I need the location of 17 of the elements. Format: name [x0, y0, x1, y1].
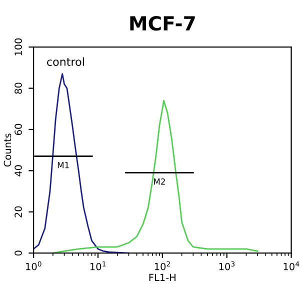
annotation: control: [47, 57, 84, 66]
x-tick-label: 10$^{1}$: [90, 261, 106, 270]
x-tick-label: 10$^{2}$: [154, 261, 170, 270]
y-tick-label: 80: [14, 82, 22, 94]
y-tick-label: 60: [14, 124, 22, 135]
x-axis-title: FL1-H: [149, 274, 176, 281]
y-tick-label: 0: [14, 250, 22, 256]
annotation: M1: [58, 162, 69, 168]
chart-title: MCF-7: [130, 16, 195, 31]
x-tick-label: 10$^{0}$: [26, 261, 42, 270]
y-tick-label: 100: [14, 38, 22, 56]
y-tick-label: 40: [14, 165, 22, 176]
x-tick-label: 10$^{4}$: [284, 261, 300, 270]
annotation: M2: [154, 178, 165, 185]
y-axis-title: Counts: [4, 134, 12, 166]
y-tick-label: 20: [14, 206, 22, 218]
x-tick-label: 10$^{3}$: [219, 261, 235, 270]
